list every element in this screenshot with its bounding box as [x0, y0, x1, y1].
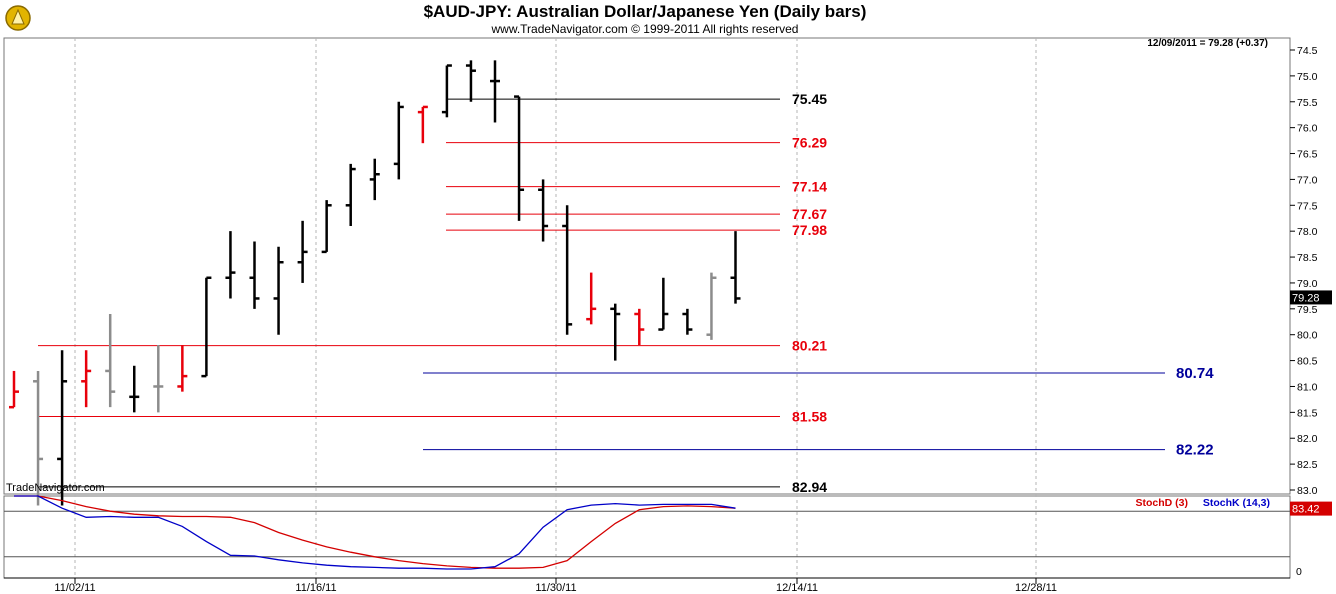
- stoch-last-value-label: 83.42: [1292, 504, 1320, 516]
- x-tick-label: 11/16/11: [295, 582, 336, 594]
- last-price-box: [1290, 290, 1332, 305]
- y-tick-label: 82.5: [1297, 459, 1318, 471]
- level-label: 77.98: [792, 222, 827, 238]
- y-tick-label: 76.0: [1297, 123, 1318, 135]
- x-tick-label: 11/30/11: [535, 582, 576, 594]
- x-tick-label: 12/14/11: [776, 582, 818, 594]
- y-tick-label: 80.5: [1297, 356, 1318, 368]
- watermark-label: TradeNavigator.com: [6, 482, 105, 494]
- stoch-last-value-box: [1290, 501, 1332, 516]
- y-tick-label: 75.5: [1297, 97, 1318, 109]
- last-price-readout: 12/09/2011 = 79.28 (+0.37): [1147, 38, 1268, 49]
- level-label: 82.22: [1176, 442, 1214, 459]
- y-tick-label: 75.0: [1297, 71, 1318, 83]
- level-label: 76.29: [792, 135, 827, 151]
- legend-entry: StochD (3): [1136, 497, 1189, 509]
- y-tick-label: 79.5: [1297, 304, 1318, 316]
- legend-entry: StochK (14,3): [1203, 497, 1270, 509]
- level-label: 80.21: [792, 338, 827, 354]
- y-tick-label: 78.5: [1297, 252, 1318, 264]
- y-tick-label: 83.0: [1297, 485, 1318, 497]
- y-tick-label: 81.0: [1297, 381, 1318, 393]
- level-label: 77.14: [792, 179, 827, 195]
- level-label: 80.74: [1176, 365, 1214, 382]
- y-tick-label: 76.5: [1297, 149, 1318, 161]
- stoch-series-line: [14, 495, 736, 570]
- y-tick-label: 82.0: [1297, 433, 1318, 445]
- level-label: 81.58: [792, 408, 827, 424]
- level-label: 75.45: [792, 91, 827, 107]
- level-label: 77.67: [792, 206, 827, 222]
- y-tick-label: 79.0: [1297, 278, 1318, 290]
- stoch-y-tick-label: 0: [1296, 566, 1302, 578]
- level-label: 82.94: [792, 479, 827, 495]
- y-tick-label: 80.0: [1297, 330, 1318, 342]
- price-panel-frame: [3, 37, 1291, 495]
- y-tick-label: 77.0: [1297, 174, 1318, 186]
- y-tick-label: 77.5: [1297, 200, 1318, 212]
- y-tick-label: 81.5: [1297, 407, 1318, 419]
- chart-title: $AUD-JPY: Australian Dollar/Japanese Yen…: [423, 2, 867, 21]
- x-tick-label: 11/02/11: [54, 582, 95, 594]
- chart-subtitle: www.TradeNavigator.com © 1999-2011 All r…: [491, 22, 799, 36]
- y-tick-label: 74.5: [1297, 45, 1318, 57]
- last-price-box-label: 79.28: [1292, 292, 1320, 304]
- x-tick-label: 12/28/11: [1015, 582, 1057, 594]
- y-tick-label: 78.0: [1297, 226, 1318, 238]
- stoch-series-line: [14, 495, 736, 569]
- trade-navigator-logo-icon: [5, 5, 31, 31]
